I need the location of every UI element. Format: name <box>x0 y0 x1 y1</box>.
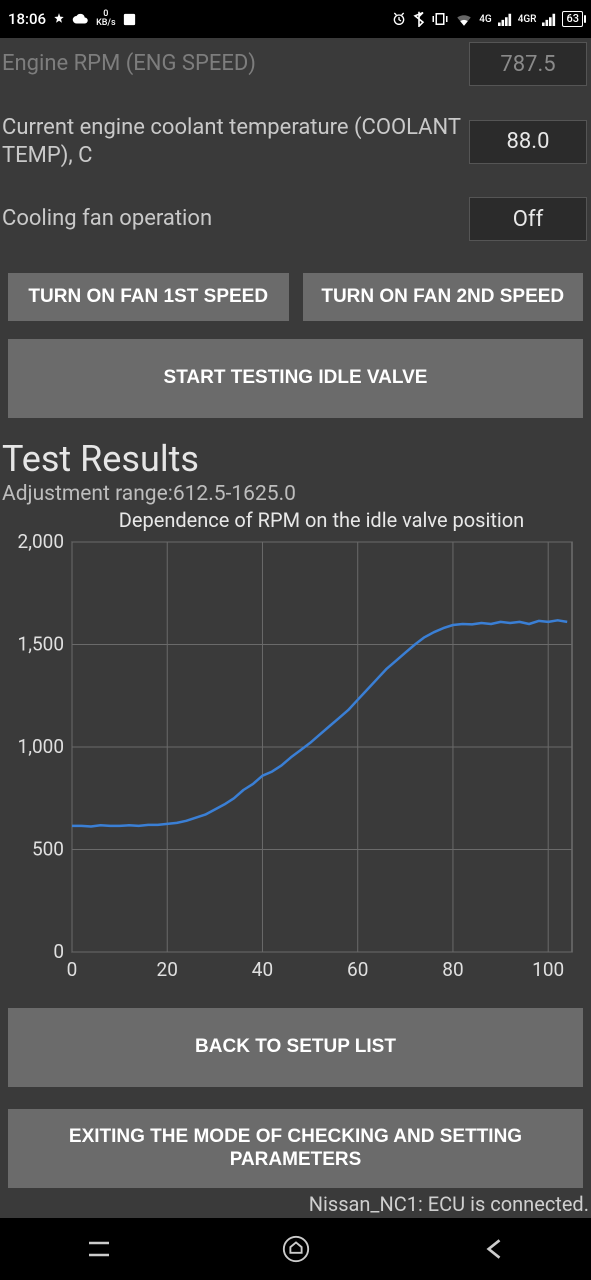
status-time: 18:06 <box>8 10 46 28</box>
wifi-icon <box>455 12 473 26</box>
image-icon <box>122 12 137 27</box>
alarm-icon <box>391 11 407 27</box>
coolant-label: Current engine coolant temperature (COOL… <box>2 114 461 169</box>
test-results-heading: Test Results <box>0 432 591 482</box>
svg-text:100: 100 <box>532 958 564 981</box>
exit-mode-button[interactable]: EXITING THE MODE OF CHECKING AND SETTING… <box>8 1109 583 1189</box>
fan-value: Off <box>469 197 587 241</box>
back-button[interactable] <box>463 1229 523 1269</box>
status-bar: 18:06 0KB/s 4G 4GR 63 <box>0 0 591 38</box>
coolant-value: 88.0 <box>469 120 587 164</box>
chart-container: Dependence of RPM on the idle valve posi… <box>0 508 591 996</box>
home-button[interactable] <box>266 1229 326 1269</box>
start-testing-idle-valve-button[interactable]: START TESTING IDLE VALVE <box>8 339 583 418</box>
back-to-setup-list-button[interactable]: BACK TO SETUP LIST <box>8 1008 583 1087</box>
svg-text:40: 40 <box>252 958 273 981</box>
svg-text:80: 80 <box>442 958 463 981</box>
svg-text:20: 20 <box>157 958 178 981</box>
signal-icon-1 <box>498 12 512 26</box>
turn-on-fan-2-button[interactable]: TURN ON FAN 2ND SPEED <box>303 273 584 321</box>
network-4g-1: 4G <box>479 14 492 25</box>
vibrate-icon <box>431 11 449 27</box>
battery-indicator: 63 <box>562 11 583 27</box>
rpm-value: 787.5 <box>469 42 587 86</box>
network-speed: 0KB/s <box>96 10 116 28</box>
bluetooth-icon <box>413 11 425 27</box>
android-nav-bar <box>0 1218 591 1280</box>
adjustment-range-text: Adjustment range:612.5-1625.0 <box>0 482 591 508</box>
star-icon <box>52 12 66 26</box>
network-4g-2: 4GR <box>518 14 537 25</box>
svg-text:2,000: 2,000 <box>18 532 64 553</box>
ecu-status-text: Nissan_NC1: ECU is connected. <box>0 1188 591 1218</box>
param-row-coolant: Current engine coolant temperature (COOL… <box>0 110 591 173</box>
cloud-icon <box>72 12 90 26</box>
svg-text:0: 0 <box>53 940 64 963</box>
rpm-chart: 0 20 40 60 80 100 0 500 1,000 1,500 2,000 <box>2 532 582 992</box>
svg-text:1,000: 1,000 <box>18 735 64 758</box>
svg-text:60: 60 <box>347 958 368 981</box>
svg-text:1,500: 1,500 <box>18 632 64 655</box>
fan-label: Cooling fan operation <box>2 205 461 233</box>
svg-text:500: 500 <box>32 837 64 860</box>
svg-text:0: 0 <box>67 958 78 981</box>
app-content: Engine RPM (ENG SPEED) 787.5 Current eng… <box>0 38 591 1218</box>
chart-title: Dependence of RPM on the idle valve posi… <box>2 508 585 532</box>
rpm-label: Engine RPM (ENG SPEED) <box>2 50 461 78</box>
recent-apps-button[interactable] <box>69 1229 129 1269</box>
turn-on-fan-1-button[interactable]: TURN ON FAN 1ST SPEED <box>8 273 289 321</box>
param-row-fan: Cooling fan operation Off <box>0 193 591 245</box>
signal-icon-2 <box>542 12 556 26</box>
param-row-rpm: Engine RPM (ENG SPEED) 787.5 <box>0 38 591 90</box>
fan-buttons-row: TURN ON FAN 1ST SPEED TURN ON FAN 2ND SP… <box>0 273 591 321</box>
